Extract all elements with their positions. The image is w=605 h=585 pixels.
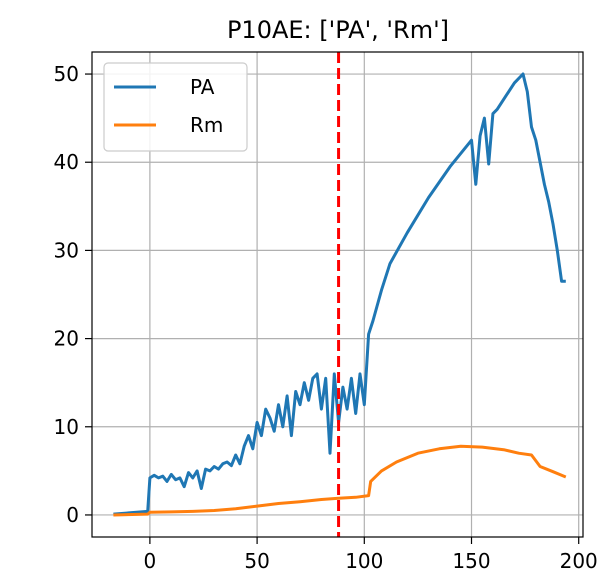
y-tick-label: 20 — [54, 327, 79, 351]
axis-ticks: 0 50 100 150 200 0 10 20 30 40 50 — [54, 62, 598, 573]
x-tick-label: 100 — [345, 549, 383, 573]
y-tick-label: 0 — [66, 503, 79, 527]
plot-frame — [91, 51, 584, 538]
legend-box — [103, 62, 248, 152]
y-tick-label: 50 — [54, 62, 79, 86]
x-tick-label: 0 — [144, 549, 157, 573]
x-tick-label: 50 — [244, 549, 269, 573]
y-tick-label: 30 — [54, 238, 79, 262]
y-tick-label: 10 — [54, 415, 79, 439]
x-tick-label: 200 — [560, 549, 598, 573]
series-line-rm — [113, 444, 567, 517]
x-tick-label: 150 — [452, 549, 490, 573]
legend-label-pa: PA — [190, 75, 215, 99]
series-line-pa — [113, 72, 566, 516]
legend: PA Rm — [103, 62, 248, 152]
legend-label-rm: Rm — [190, 113, 223, 137]
series-layer — [113, 72, 567, 517]
chart-title: P10AE: ['PA', 'Rm'] — [227, 16, 449, 44]
y-tick-label: 40 — [54, 150, 79, 174]
